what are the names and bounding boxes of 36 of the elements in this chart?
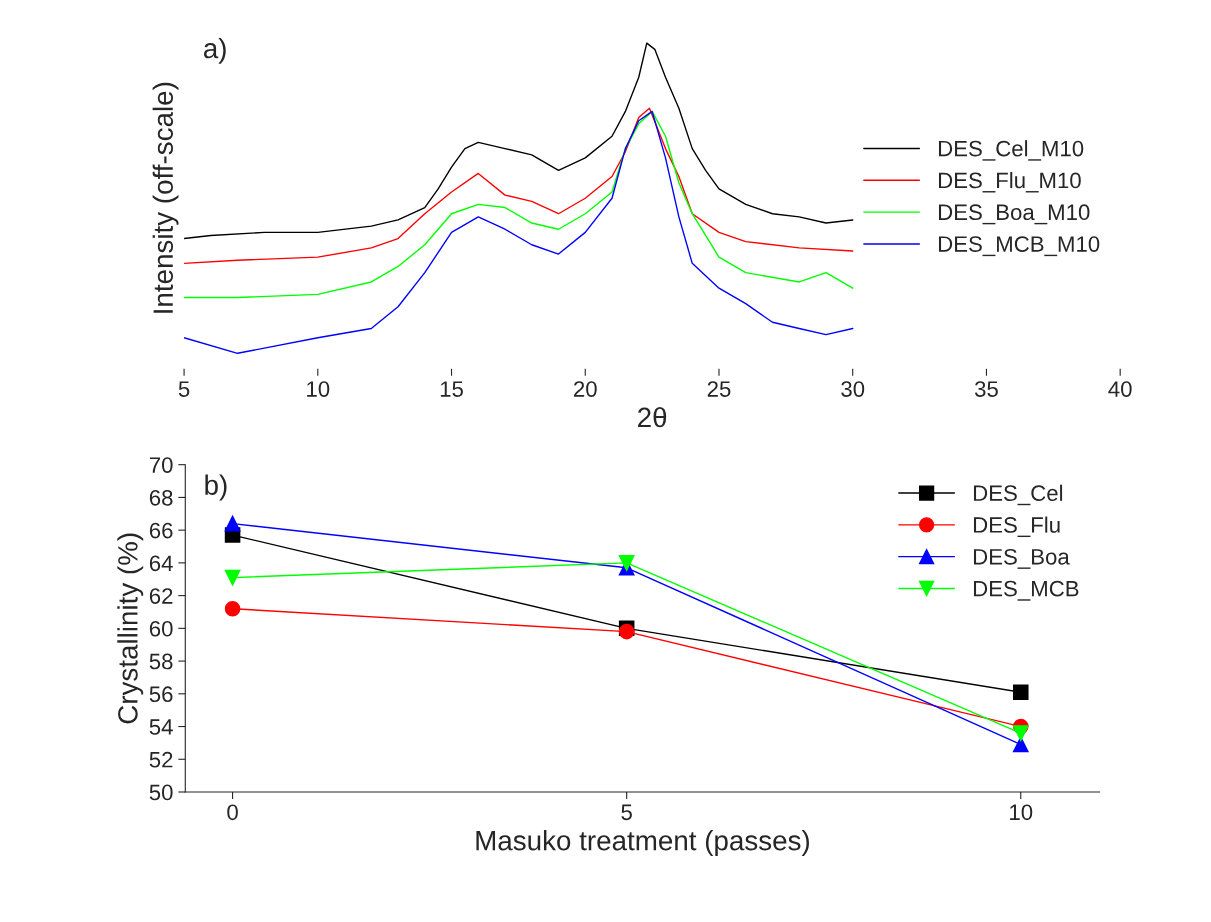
y-tick-label: 58 xyxy=(149,653,173,670)
legend-label: DES_Boa_M10 xyxy=(938,204,1090,225)
y-tick-label: 52 xyxy=(149,751,173,768)
y-tick-label: 66 xyxy=(149,522,173,539)
legend-label: DES_Cel_M10 xyxy=(938,140,1084,161)
y-tick-label: 70 xyxy=(149,457,173,473)
y-tick-label: 68 xyxy=(149,489,173,506)
legend-label: DES_Boa xyxy=(973,548,1070,569)
y-tick-label: 64 xyxy=(149,555,173,572)
x-tick-label: 5 xyxy=(621,804,632,821)
legend-label: DES_MCB_M10 xyxy=(938,236,1100,257)
x-axis-title: Masuko treatment (passes) xyxy=(476,830,809,856)
y-axis-title: Intensity (off-scale) xyxy=(152,82,179,313)
annotation: a) xyxy=(203,37,226,64)
x-tick-label: 30 xyxy=(841,381,865,397)
x-tick-label: 35 xyxy=(974,381,998,397)
x-axis-title: 2θ xyxy=(638,406,667,428)
annotation: b) xyxy=(205,474,227,501)
y-tick-label: 56 xyxy=(149,686,173,703)
y-tick-label: 50 xyxy=(149,784,173,801)
legend-label: DES_Cel xyxy=(973,484,1063,506)
y-tick-label: 62 xyxy=(149,588,173,604)
legend-label: DES_MCB xyxy=(973,580,1079,601)
x-tick-label: 15 xyxy=(440,381,463,397)
y-tick-label: 54 xyxy=(149,719,173,735)
legend-label: DES_Flu xyxy=(973,516,1060,538)
x-tick-label: 25 xyxy=(707,381,731,397)
y-axis-title: Crystallinity (%) xyxy=(117,533,144,724)
x-tick-label: 10 xyxy=(307,381,330,397)
y-tick-label: 60 xyxy=(149,620,173,637)
x-tick-label: 40 xyxy=(1108,381,1132,397)
x-tick-label: 0 xyxy=(227,804,238,821)
x-tick-label: 10 xyxy=(1010,804,1033,821)
x-tick-label: 5 xyxy=(178,381,190,397)
x-tick-label: 20 xyxy=(574,381,597,397)
legend-label: DES_Flu_M10 xyxy=(938,171,1081,193)
